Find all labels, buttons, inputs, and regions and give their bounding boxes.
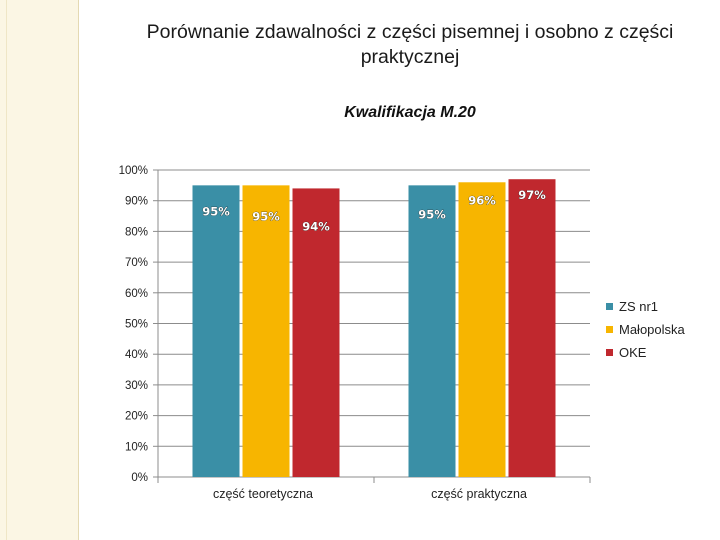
bar [508, 179, 556, 477]
y-tick-label: 90% [125, 196, 148, 208]
bar [458, 182, 506, 477]
data-label: 95% [418, 207, 446, 221]
legend-swatch [606, 349, 613, 356]
data-label: 95% [202, 204, 230, 218]
y-tick-label: 80% [125, 226, 148, 238]
bar [408, 185, 456, 477]
category-labels: część teoretyczna część praktyczna [213, 487, 527, 501]
decorative-left-band-line [6, 0, 7, 540]
data-labels: 95% 95% 94% 95% 96% 97% [202, 188, 547, 234]
data-label: 94% [302, 219, 330, 233]
y-tick-label: 60% [125, 288, 148, 300]
data-label: 96% [468, 193, 496, 207]
y-tick-label: 70% [125, 257, 148, 269]
bars [192, 179, 556, 478]
legend-label: OKE [619, 345, 647, 360]
slide-title: Porównanie zdawalności z części pisemnej… [146, 21, 674, 68]
legend-label: Małopolska [619, 322, 686, 337]
bar [292, 188, 340, 478]
legend-swatch [606, 303, 613, 310]
y-tick-label: 20% [125, 411, 148, 423]
category-label: część praktyczna [431, 487, 527, 501]
y-tick-label: 50% [125, 319, 148, 331]
y-axis-tick-labels: 0% 10% 20% 30% 40% 50% 60% 70% 80% 90% 100% [119, 165, 148, 484]
y-tick-label: 10% [125, 441, 148, 453]
category-label: część teoretyczna [213, 487, 313, 501]
y-tick-label: 30% [125, 380, 148, 392]
y-tick-label: 100% [119, 165, 148, 177]
y-tick-label: 40% [125, 349, 148, 361]
legend: ZS nr1 Małopolska OKE [606, 299, 686, 360]
chart-title: Kwalifikacja M.20 [344, 104, 476, 121]
legend-swatch [606, 326, 613, 333]
data-label: 95% [252, 209, 280, 223]
bar [192, 185, 240, 477]
data-label: 97% [518, 188, 546, 202]
y-tick-label: 0% [131, 472, 148, 484]
legend-label: ZS nr1 [619, 299, 658, 314]
bar [242, 185, 290, 477]
decorative-left-band [0, 0, 79, 540]
